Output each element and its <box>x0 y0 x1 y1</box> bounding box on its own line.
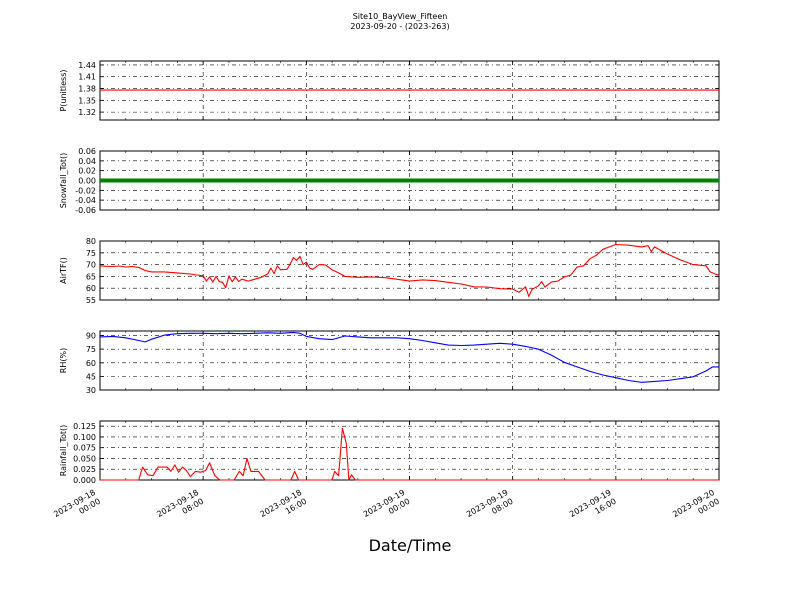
x-tick-labels: 2023-09-1800:00 2023-09-1808:00 2023-09-18… <box>52 488 721 528</box>
panels: 1.321.351.381.411.44P(unitless)-0.06-0.0… <box>59 60 720 485</box>
x-tick-label: 2023-09-1800:00 <box>52 488 102 528</box>
y-tick-label: 75 <box>86 345 96 354</box>
figure-subtitle: 2023-09-20 - (2023-263) <box>350 22 449 31</box>
y-tick-label: 90 <box>86 332 96 341</box>
y-tick-label: 0.00 <box>78 177 96 186</box>
y-tick-label: 0.06 <box>78 147 96 156</box>
y-axis-label: Snowfall_Tot() <box>59 153 68 209</box>
panel-airtf: 55 60 65 70 75 80 AirTF() <box>59 237 720 305</box>
figure-title: Site10_BayView_Fifteen <box>353 12 448 21</box>
panel-snowfall: -0.06-0.04-0.020.000.020.040.06 Snowfall_… <box>59 147 720 215</box>
series-line-rainfall <box>100 427 719 481</box>
y-axis-label: RH(%) <box>59 348 68 373</box>
y-tick-label: -0.04 <box>75 196 96 205</box>
y-tick-label: 0.125 <box>73 422 96 431</box>
y-tick-label: 30 <box>86 386 96 395</box>
series-line-airtf <box>99 243 720 298</box>
y-tick-label: 70 <box>86 261 96 270</box>
y-tick-label: 60 <box>86 359 96 368</box>
y-axis-label: P(unitless) <box>59 69 68 111</box>
y-axis-label: Rainfall_Tot() <box>59 425 68 477</box>
y-tick-label: 1.44 <box>78 61 96 70</box>
y-tick-label: -0.02 <box>75 186 96 195</box>
y-tick-label: 0.075 <box>73 444 96 453</box>
y-tick-label: 0.02 <box>78 167 96 176</box>
panel-rh: 30 45 60 75 90 RH(%) <box>59 330 720 395</box>
x-tick-label: 2023-09-1916:00 <box>568 488 618 528</box>
y-tick-label: 55 <box>86 296 96 305</box>
y-tick-label: 0.04 <box>78 157 96 166</box>
panel-p: 1.32 1.35 1.38 1.41 1.44 P(unitless) <box>59 60 720 121</box>
series-line-rh <box>99 331 719 383</box>
x-tick-label: 2023-09-1816:00 <box>259 488 309 528</box>
y-tick-label: 60 <box>86 284 96 293</box>
y-tick-label: 45 <box>86 372 96 381</box>
y-tick-label: 1.38 <box>78 85 96 94</box>
y-tick-label: 0.050 <box>73 454 96 463</box>
y-tick-label: 0.025 <box>73 465 96 474</box>
y-axis-label: AirTF() <box>59 257 68 284</box>
x-tick-label: 2023-09-2000:00 <box>671 488 721 528</box>
y-tick-label: 0.100 <box>73 433 96 442</box>
x-axis-label: Date/Time <box>369 536 452 555</box>
x-tick-label: 2023-09-1900:00 <box>362 488 412 528</box>
y-tick-label: 1.35 <box>78 96 96 105</box>
x-tick-label: 2023-09-1908:00 <box>465 488 515 528</box>
y-tick-label: 1.32 <box>78 108 96 117</box>
x-tick-label: 2023-09-1808:00 <box>155 488 205 528</box>
y-tick-label: -0.06 <box>75 206 96 215</box>
y-tick-label: 80 <box>86 237 96 246</box>
y-tick-label: 75 <box>86 249 96 258</box>
y-tick-label: 1.41 <box>78 73 96 82</box>
y-tick-label: 65 <box>86 272 96 281</box>
y-tick-label: 0.000 <box>73 476 96 485</box>
